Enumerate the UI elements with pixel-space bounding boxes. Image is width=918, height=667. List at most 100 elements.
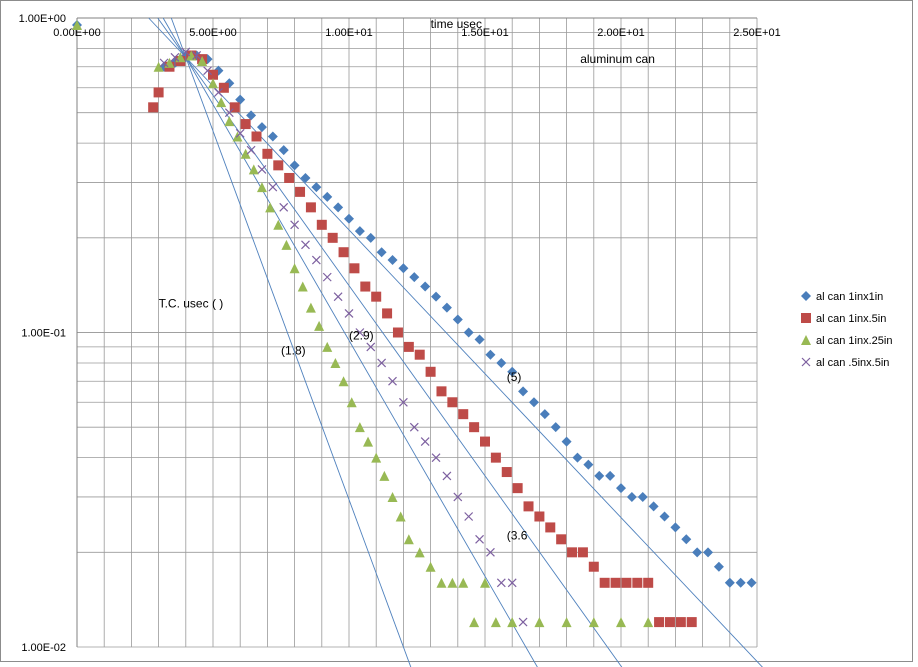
data-point: [148, 102, 159, 113]
data-point: [670, 522, 681, 533]
data-point: [713, 561, 724, 572]
data-point: [355, 328, 365, 337]
data-point: [379, 470, 390, 481]
data-point: [153, 61, 164, 72]
data-point: [703, 547, 714, 558]
data-point: [664, 617, 675, 628]
data-point: [463, 327, 474, 338]
data-point: [203, 66, 212, 76]
data-point: [273, 219, 284, 230]
data-point: [431, 453, 441, 463]
data-point: [159, 58, 169, 68]
data-point: [507, 578, 517, 588]
data-point: [659, 511, 670, 522]
data-point: [534, 617, 545, 628]
data-points: [72, 20, 757, 628]
data-point: [322, 272, 332, 282]
data-point: [305, 202, 316, 213]
data-point: [458, 409, 469, 420]
data-point: [235, 128, 245, 138]
trendline: [170, 17, 412, 667]
data-point: [496, 578, 506, 588]
data-point: [314, 320, 325, 331]
data-point: [539, 409, 550, 420]
data-point: [475, 534, 484, 544]
legend-label: al can 1inx1in: [816, 291, 883, 303]
legend: al can 1inx1in al can 1inx.5in al can 1inx…: [801, 291, 892, 369]
data-point: [256, 182, 267, 193]
data-point: [632, 577, 643, 588]
data-point: [643, 617, 654, 628]
data-point: [654, 617, 665, 628]
data-point: [281, 239, 292, 250]
data-point: [567, 547, 578, 558]
data-point: [431, 291, 442, 302]
data-point: [561, 436, 572, 447]
data-point: [371, 452, 382, 463]
data-point: [490, 617, 501, 628]
data-point: [486, 547, 495, 557]
data-point: [284, 172, 295, 183]
data-point: [224, 116, 235, 127]
data-point: [436, 386, 447, 397]
data-point: [594, 470, 605, 481]
data-point: [170, 52, 180, 62]
data-point: [420, 281, 431, 292]
data-point: [398, 263, 409, 274]
data-point: [346, 397, 357, 408]
legend-label: al can 1inx.5in: [816, 313, 886, 325]
data-point: [403, 534, 414, 545]
data-point: [349, 263, 360, 274]
data-point: [746, 577, 757, 588]
data-point: [626, 491, 637, 502]
data-point: [583, 459, 594, 470]
data-point: [724, 577, 735, 588]
data-point: [214, 87, 223, 97]
data-point: [550, 422, 561, 433]
data-point: [248, 164, 259, 175]
data-point: [496, 357, 507, 368]
data-point: [485, 349, 496, 360]
data-point: [447, 577, 458, 588]
data-point: [338, 247, 349, 258]
data-point: [588, 617, 599, 628]
data-point: [512, 483, 523, 494]
data-point: [409, 422, 419, 432]
data-point: [616, 617, 626, 628]
data-point: [572, 452, 583, 463]
data-point: [637, 491, 648, 502]
data-point: [224, 108, 234, 118]
data-point: [507, 366, 518, 377]
data-point: [322, 191, 333, 202]
data-point: [330, 357, 341, 368]
trendline: [162, 17, 538, 667]
data-point: [344, 308, 354, 318]
data-point: [297, 281, 308, 292]
data-point: [246, 145, 256, 155]
data-point: [354, 226, 365, 237]
data-point: [528, 397, 539, 408]
data-point: [365, 232, 376, 243]
data-point: [442, 471, 452, 481]
x-tick-label: 1.00E+01: [325, 27, 372, 39]
x-tick-label: 0.00E+00: [53, 27, 100, 39]
x-tick-label: 2.50E+01: [733, 27, 780, 39]
data-point: [621, 577, 632, 588]
data-point: [235, 94, 246, 105]
data-point: [246, 110, 257, 121]
data-point: [420, 437, 430, 446]
data-point: [322, 341, 333, 352]
data-point: [692, 547, 703, 558]
data-point: [316, 219, 327, 230]
data-point: [441, 302, 452, 313]
data-point: [333, 202, 344, 213]
data-point: [273, 160, 284, 171]
data-point: [377, 358, 387, 368]
data-point: [333, 292, 343, 302]
data-point: [301, 240, 310, 250]
data-point: [610, 577, 621, 588]
data-point: [229, 102, 240, 113]
data-point: [289, 263, 300, 274]
series-x: [159, 47, 528, 627]
x-tick-labels: 0.00E+00 5.00E+00 1.00E+01 1.50E+01 2.00E+01…: [53, 27, 780, 39]
